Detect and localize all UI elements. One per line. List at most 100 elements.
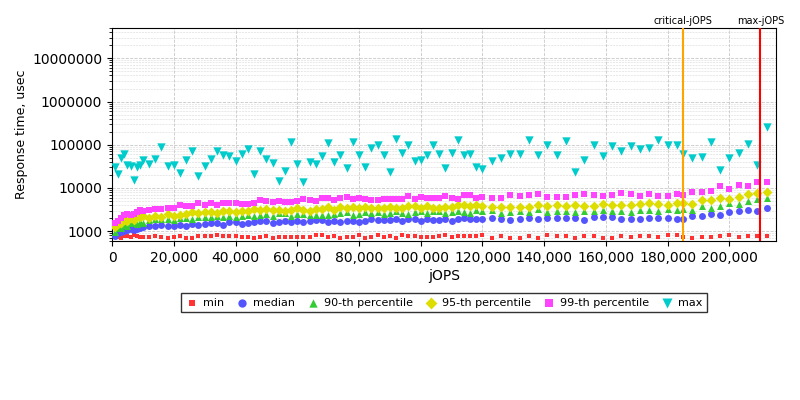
95-th percentile (322, 204, 334, 211)
min (134, 234, 146, 240)
max (334, 152, 347, 158)
min (408, 233, 421, 240)
99-th percentile (134, 206, 146, 213)
median (550, 215, 563, 221)
99-th percentile (328, 197, 341, 203)
90-th percentile (121, 223, 134, 229)
max (315, 153, 328, 159)
max (217, 152, 230, 158)
max (587, 142, 600, 149)
99-th percentile (137, 208, 150, 214)
95-th percentile (291, 205, 304, 211)
max (142, 160, 155, 167)
min (310, 232, 322, 238)
90-th percentile (174, 215, 186, 221)
95-th percentile (235, 208, 248, 214)
95-th percentile (451, 202, 464, 208)
90-th percentile (310, 212, 322, 218)
90-th percentile (578, 208, 590, 214)
90-th percentile (723, 200, 736, 206)
median (476, 216, 489, 222)
median (677, 215, 690, 222)
median (421, 216, 434, 222)
95-th percentile (504, 203, 517, 210)
90-th percentile (149, 216, 162, 222)
99-th percentile (723, 185, 736, 192)
95-th percentile (695, 197, 708, 204)
99-th percentile (670, 191, 683, 197)
95-th percentile (662, 202, 674, 208)
99-th percentile (297, 196, 310, 202)
90-th percentile (476, 208, 489, 214)
median (254, 218, 266, 224)
min (285, 234, 298, 240)
max (732, 150, 745, 156)
max (235, 151, 248, 157)
median (494, 216, 507, 222)
90-th percentile (112, 225, 125, 231)
max (124, 163, 137, 169)
max (446, 150, 458, 156)
max (180, 157, 193, 163)
min (695, 234, 708, 240)
90-th percentile (315, 211, 328, 218)
99-th percentile (494, 195, 507, 201)
99-th percentile (186, 203, 198, 209)
90-th percentile (439, 210, 452, 216)
median (396, 218, 409, 224)
99-th percentile (229, 200, 242, 206)
min (124, 234, 137, 240)
90-th percentile (346, 211, 359, 218)
median (504, 217, 517, 223)
90-th percentile (161, 216, 174, 222)
median (742, 207, 754, 214)
95-th percentile (242, 208, 254, 214)
max (109, 163, 122, 170)
99-th percentile (149, 206, 162, 212)
99-th percentile (291, 198, 304, 204)
90-th percentile (334, 209, 347, 216)
median (127, 227, 140, 233)
median (365, 216, 378, 222)
99-th percentile (303, 197, 316, 203)
median (115, 229, 128, 236)
min (652, 234, 665, 240)
min (587, 233, 600, 240)
max (186, 147, 198, 154)
min (378, 233, 390, 240)
max (421, 152, 434, 158)
90-th percentile (446, 209, 458, 215)
median (662, 214, 674, 221)
90-th percentile (124, 220, 137, 226)
median (334, 218, 347, 225)
min (112, 234, 125, 241)
90-th percentile (248, 213, 261, 220)
95-th percentile (408, 202, 421, 209)
median (223, 219, 236, 225)
min (723, 232, 736, 238)
median (109, 233, 122, 240)
90-th percentile (322, 212, 334, 218)
95-th percentile (606, 202, 618, 208)
median (149, 223, 162, 230)
95-th percentile (396, 205, 409, 211)
99-th percentile (513, 193, 526, 200)
min (662, 232, 674, 238)
median (705, 211, 718, 217)
min (235, 234, 248, 240)
95-th percentile (670, 200, 683, 207)
median (272, 218, 285, 225)
95-th percentile (402, 202, 414, 209)
min (606, 235, 618, 241)
90-th percentile (272, 210, 285, 217)
99-th percentile (504, 192, 517, 198)
median (634, 216, 646, 222)
max (223, 152, 236, 159)
min (677, 234, 690, 240)
median (198, 220, 211, 227)
max (229, 158, 242, 164)
99-th percentile (760, 179, 773, 186)
median (353, 218, 366, 225)
median (121, 227, 134, 233)
median (652, 215, 665, 221)
